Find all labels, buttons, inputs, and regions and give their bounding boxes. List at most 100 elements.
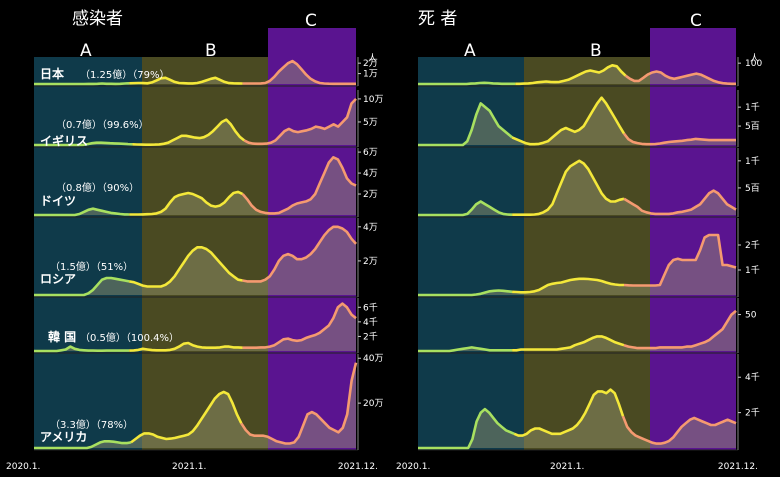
series-line-B xyxy=(513,388,625,437)
series-line-B xyxy=(512,335,625,352)
series-area xyxy=(34,226,356,295)
series-area xyxy=(418,65,736,84)
country-name: イギリス xyxy=(40,133,88,148)
phase-band-C xyxy=(650,28,736,450)
series-line-B xyxy=(512,277,624,294)
series-line-C xyxy=(624,70,736,86)
country-info: （1.5億）（51%） xyxy=(50,260,133,273)
y-tick-label: 1千 xyxy=(745,265,760,276)
series-line-C xyxy=(623,309,737,350)
series-area xyxy=(418,310,736,351)
x-tick-label: 2020.1. xyxy=(6,462,40,472)
country-info: （0.5億）（100.4%） xyxy=(80,331,179,344)
y-tick-label: 1千 xyxy=(745,156,760,167)
country-label-2: （0.8億）（90%）ドイツ xyxy=(40,181,139,208)
y-tick-label: 1千 xyxy=(745,102,760,113)
series-line-A xyxy=(418,102,513,147)
panel-deaths-5: 4千 2千 xyxy=(418,354,760,451)
y-tick-label: 5百 xyxy=(745,121,760,132)
series-line-C xyxy=(242,225,357,283)
series-line-C xyxy=(240,362,358,445)
x-tick-label: 2021.12. xyxy=(718,462,758,472)
series-area xyxy=(418,97,736,145)
y-tick-label: 2千 xyxy=(363,331,378,342)
y-tick-label: 5百 xyxy=(745,183,760,194)
y-tick-label: 4万 xyxy=(363,169,378,179)
country-name: 韓 国 xyxy=(48,329,76,344)
phase-label-C: C xyxy=(690,11,702,31)
y-unit-label: 人 xyxy=(750,53,759,64)
y-tick-label: 2千 xyxy=(745,240,760,251)
y-tick-label: 4万 xyxy=(363,223,378,233)
panel-cases-3: 4万 2万 xyxy=(34,218,378,298)
country-label-0: 日本 （1.25億）（79%） xyxy=(40,66,170,81)
country-name: ロシア xyxy=(40,272,76,286)
phase-label-C: C xyxy=(305,11,317,31)
panel-deaths-3: 2千 1千 xyxy=(418,218,760,298)
phase-band-A xyxy=(418,57,524,450)
series-area xyxy=(418,389,736,448)
panel-deaths-2: 1千 5百 xyxy=(418,148,760,218)
chart-title-deaths: 死 者 xyxy=(418,9,457,29)
y-tick-label: 4千 xyxy=(745,372,760,383)
series-line-B xyxy=(130,390,243,444)
y-tick-label: 2万 xyxy=(363,190,378,200)
phase-label-A: A xyxy=(464,41,476,61)
y-tick-label: 6万 xyxy=(363,148,378,158)
series-line-B xyxy=(129,190,244,216)
panel-cases-2: 6万 4万 2万 xyxy=(34,148,378,218)
country-name: ドイツ xyxy=(40,194,76,208)
series-area xyxy=(34,362,356,448)
country-name: 日本 xyxy=(40,66,64,81)
panel-cases-5: 40万 20万 xyxy=(34,354,383,451)
series-line-A xyxy=(418,407,515,450)
series-area xyxy=(418,160,736,215)
series-line-A xyxy=(34,82,130,86)
series-line-C xyxy=(242,302,357,349)
series-line-A xyxy=(418,289,513,297)
country-label-4: 韓 国 （0.5億）（100.4%） xyxy=(48,329,179,344)
series-area xyxy=(34,98,356,145)
y-tick-label: 40万 xyxy=(363,354,383,364)
phase-band-A xyxy=(34,57,142,450)
series-line-B xyxy=(129,76,243,85)
x-tick-label: 2021.12. xyxy=(338,462,378,472)
country-info: （0.7億）（99.6%） xyxy=(56,118,149,131)
series-line-B xyxy=(129,341,243,352)
series-line-B xyxy=(132,118,246,146)
series-line-C xyxy=(623,233,737,287)
series-line-C xyxy=(242,59,356,86)
series-area xyxy=(34,303,356,351)
country-label-3: （1.5億）（51%）ロシア xyxy=(40,260,133,286)
y-tick-label: 5万 xyxy=(363,118,378,128)
country-info: （1.25億）（79%） xyxy=(80,68,170,81)
series-line-C xyxy=(621,415,737,445)
series-line-C xyxy=(622,132,736,146)
series-line-A xyxy=(34,276,130,297)
series-line-B xyxy=(128,246,243,288)
y-tick-label: 10万 xyxy=(363,95,383,105)
series-line-A xyxy=(418,346,513,353)
series-line-B xyxy=(511,96,626,146)
phase-label-B: B xyxy=(590,41,602,61)
y-tick-label: 4千 xyxy=(363,317,378,328)
series-line-B xyxy=(515,64,627,86)
country-info: （0.8億）（90%） xyxy=(56,181,139,194)
y-tick-label: 20万 xyxy=(363,399,383,409)
y-tick-label: 6千 xyxy=(363,302,378,313)
series-line-C xyxy=(623,189,737,216)
phase-band-B xyxy=(524,57,650,450)
series-line-C xyxy=(243,97,357,146)
series-line-C xyxy=(241,156,357,215)
panel-cases-4: 6千 4千 2千 xyxy=(34,298,378,354)
country-label-5: （3.3億）（78%）アメリカ xyxy=(40,418,133,444)
chart-title-cases: 感染者 xyxy=(72,9,123,29)
phase-label-B: B xyxy=(205,41,217,61)
series-line-A xyxy=(34,440,132,450)
